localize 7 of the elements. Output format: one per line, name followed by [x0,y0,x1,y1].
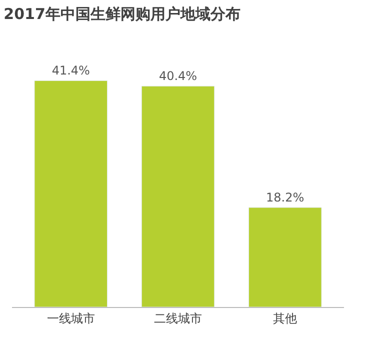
x-tick-label: 二线城市 [154,311,202,326]
chart-title: 2017年中国生鲜网购用户地域分布 [4,4,240,23]
x-tick-label: 一线城市 [46,311,95,326]
x-tick-label: 其他 [273,311,298,326]
data-label: 40.4% [158,69,198,84]
data-label: 18.2% [266,190,304,204]
data-label: 41.4% [52,64,90,78]
